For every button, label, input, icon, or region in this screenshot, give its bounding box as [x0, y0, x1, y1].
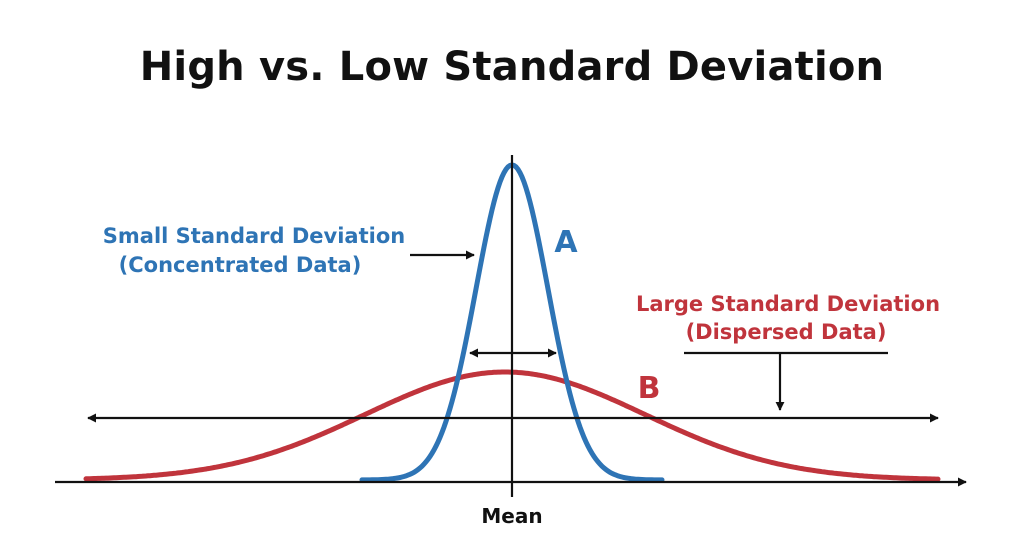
mean-label: Mean [481, 504, 542, 528]
large-sd-label-line2: (Dispersed Data) [686, 320, 887, 344]
large-sd-letter: B [638, 371, 661, 406]
diagram-title: High vs. Low Standard Deviation [139, 44, 885, 90]
large-sd-label-line1: Large Standard Deviation [636, 292, 940, 316]
small-sd-letter: A [554, 225, 578, 260]
small-sd-label-line1: Small Standard Deviation [103, 224, 405, 248]
small-sd-label-line2: (Concentrated Data) [119, 253, 362, 277]
